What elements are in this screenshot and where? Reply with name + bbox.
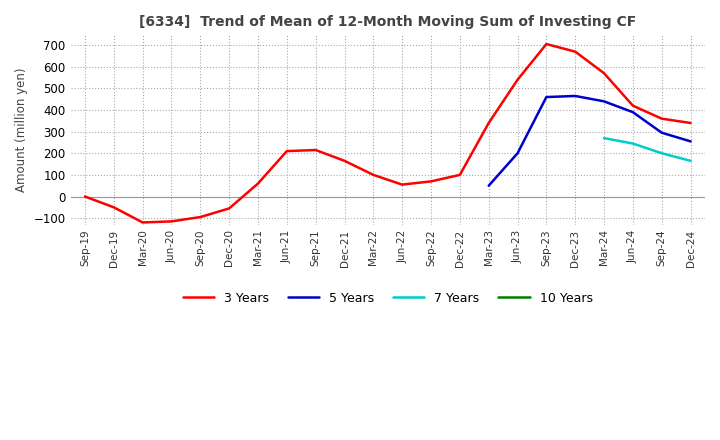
Y-axis label: Amount (million yen): Amount (million yen) bbox=[15, 67, 28, 192]
3 Years bbox=[427, 179, 436, 184]
5 Years bbox=[542, 95, 551, 100]
3 Years bbox=[571, 49, 580, 54]
5 Years bbox=[657, 130, 666, 136]
Line: 7 Years: 7 Years bbox=[604, 138, 690, 161]
3 Years bbox=[369, 172, 378, 177]
3 Years bbox=[167, 219, 176, 224]
Title: [6334]  Trend of Mean of 12-Month Moving Sum of Investing CF: [6334] Trend of Mean of 12-Month Moving … bbox=[139, 15, 636, 29]
3 Years bbox=[225, 206, 233, 211]
5 Years bbox=[600, 99, 608, 104]
5 Years bbox=[686, 139, 695, 144]
3 Years bbox=[253, 181, 262, 186]
3 Years bbox=[311, 147, 320, 153]
5 Years bbox=[485, 183, 493, 188]
7 Years bbox=[629, 141, 637, 146]
3 Years bbox=[109, 205, 118, 210]
Line: 5 Years: 5 Years bbox=[489, 96, 690, 186]
3 Years bbox=[657, 116, 666, 121]
3 Years bbox=[629, 103, 637, 108]
7 Years bbox=[657, 150, 666, 156]
3 Years bbox=[398, 182, 407, 187]
7 Years bbox=[600, 136, 608, 141]
5 Years bbox=[513, 150, 522, 156]
Line: 3 Years: 3 Years bbox=[85, 44, 690, 223]
3 Years bbox=[282, 148, 291, 154]
3 Years bbox=[513, 77, 522, 82]
5 Years bbox=[629, 110, 637, 115]
5 Years bbox=[571, 93, 580, 99]
3 Years bbox=[686, 121, 695, 126]
3 Years bbox=[456, 172, 464, 177]
3 Years bbox=[196, 214, 204, 220]
3 Years bbox=[81, 194, 89, 199]
3 Years bbox=[138, 220, 147, 225]
3 Years bbox=[542, 41, 551, 47]
7 Years bbox=[686, 158, 695, 164]
3 Years bbox=[340, 158, 348, 164]
3 Years bbox=[600, 70, 608, 76]
Legend: 3 Years, 5 Years, 7 Years, 10 Years: 3 Years, 5 Years, 7 Years, 10 Years bbox=[178, 287, 598, 310]
3 Years bbox=[485, 121, 493, 126]
